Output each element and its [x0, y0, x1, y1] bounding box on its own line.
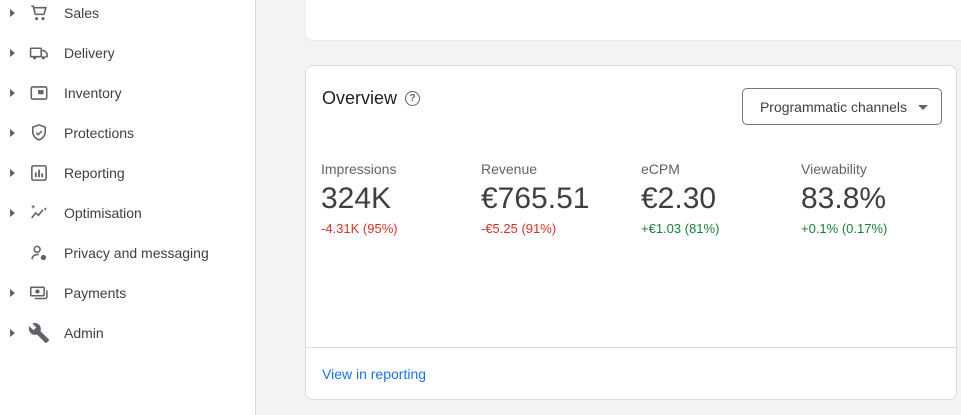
metric-delta: -€5.25 (91%)	[481, 221, 557, 236]
metric-impressions: Impressions 324K -4.31K (95%)	[321, 161, 481, 236]
previous-card-edge	[305, 0, 961, 41]
main-content: Overview ? Programmatic channels Impress…	[257, 0, 961, 415]
person-badge-icon	[28, 242, 50, 264]
expand-arrow-icon[interactable]	[10, 289, 24, 297]
metric-value: 83.8%	[801, 182, 887, 215]
cart-icon	[28, 2, 50, 24]
metric-label: Revenue	[481, 161, 538, 177]
channel-selector-dropdown[interactable]: Programmatic channels	[741, 88, 942, 125]
sidebar-item-sales[interactable]: Sales	[0, 0, 255, 33]
metric-delta: +€1.03 (81%)	[641, 221, 720, 236]
sidebar-item-optimisation[interactable]: Optimisation	[0, 193, 255, 233]
sidebar-item-inventory[interactable]: Inventory	[0, 73, 255, 113]
sidebar-item-label: Optimisation	[64, 205, 142, 221]
shield-check-icon	[28, 122, 50, 144]
sidebar-item-label: Delivery	[64, 45, 115, 61]
sidebar: Sales Delivery Inventory Protections	[0, 0, 256, 415]
sidebar-item-privacy-and-messaging[interactable]: Privacy and messaging	[0, 233, 255, 273]
sidebar-item-reporting[interactable]: Reporting	[0, 153, 255, 193]
expand-arrow-icon[interactable]	[10, 89, 24, 97]
help-icon[interactable]: ?	[405, 91, 421, 106]
expand-arrow-icon[interactable]	[10, 9, 24, 17]
metric-viewability: Viewability 83.8% +0.1% (0.17%)	[801, 161, 961, 236]
sidebar-item-label: Protections	[64, 125, 135, 141]
sidebar-item-label: Payments	[64, 285, 127, 301]
overview-card: Overview ? Programmatic channels Impress…	[305, 65, 957, 400]
metric-delta: -4.31K (95%)	[321, 221, 398, 236]
truck-icon	[28, 42, 50, 64]
metric-label: Viewability	[801, 161, 867, 177]
overview-card-footer: View in reporting	[306, 347, 956, 399]
metric-label: eCPM	[641, 161, 680, 177]
view-in-reporting-link[interactable]: View in reporting	[322, 365, 427, 382]
sidebar-item-payments[interactable]: Payments	[0, 273, 255, 313]
inventory-icon	[28, 82, 50, 104]
sidebar-item-label: Reporting	[64, 165, 125, 181]
auto-graph-icon	[28, 202, 50, 224]
metric-revenue: Revenue €765.51 -€5.25 (91%)	[481, 161, 641, 236]
sidebar-nav-list: Sales Delivery Inventory Protections	[0, 0, 255, 353]
metric-value: €2.30	[641, 182, 717, 215]
metric-delta: +0.1% (0.17%)	[801, 221, 888, 236]
metric-value: €765.51	[481, 182, 590, 215]
sidebar-item-delivery[interactable]: Delivery	[0, 33, 255, 73]
bar-chart-icon	[28, 162, 50, 184]
metric-label: Impressions	[321, 161, 397, 177]
sidebar-item-admin[interactable]: Admin	[0, 313, 255, 353]
sidebar-item-label: Privacy and messaging	[64, 245, 209, 261]
metric-ecpm: eCPM €2.30 +€1.03 (81%)	[641, 161, 801, 236]
expand-arrow-icon[interactable]	[10, 169, 24, 177]
overview-card-header: Overview ?	[322, 88, 421, 109]
payments-icon	[28, 282, 50, 304]
wrench-icon	[28, 322, 50, 344]
metric-value: 324K	[321, 182, 392, 215]
sidebar-item-label: Inventory	[64, 85, 122, 101]
metrics-row: Impressions 324K -4.31K (95%) Revenue €7…	[321, 161, 961, 236]
sidebar-item-label: Admin	[64, 325, 104, 341]
dropdown-arrow-icon	[918, 104, 928, 110]
expand-arrow-icon[interactable]	[10, 209, 24, 217]
expand-arrow-icon[interactable]	[10, 329, 24, 337]
sidebar-item-label: Sales	[64, 5, 100, 21]
sidebar-item-protections[interactable]: Protections	[0, 113, 255, 153]
expand-arrow-icon[interactable]	[10, 129, 24, 137]
page-title: Overview	[322, 88, 398, 108]
expand-arrow-icon[interactable]	[10, 49, 24, 57]
channel-selector-label: Programmatic channels	[759, 98, 907, 115]
